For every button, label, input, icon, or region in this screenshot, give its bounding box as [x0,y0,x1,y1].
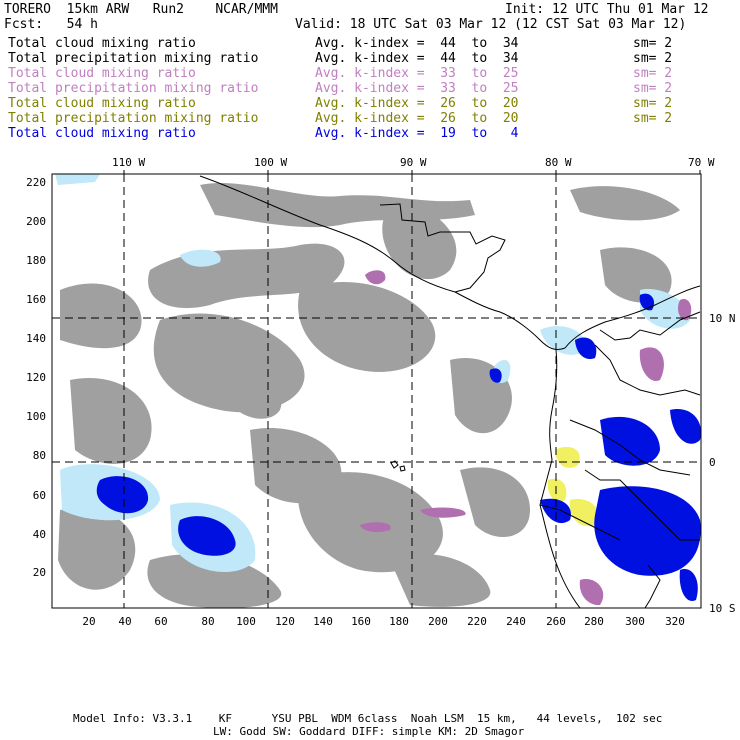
lat-lon-grid [52,174,701,608]
legend-kindex: Avg. k-index = 26 to 20 [315,96,519,111]
coastlines [199,175,701,608]
legend-smoothing: sm= 2 [633,96,673,111]
x-tick-label: 20 [82,615,95,628]
x-tick-label: 320 [665,615,685,628]
lon-label: 80 W [545,156,572,169]
x-tick-label: 260 [546,615,566,628]
y-tick-label: 200 [26,215,46,228]
x-tick-label: 120 [275,615,295,628]
lon-label: 90 W [400,156,427,169]
legend-kindex: Avg. k-index = 26 to 20 [315,111,519,126]
x-tick-label: 280 [584,615,604,628]
blue-cloud [96,293,701,601]
gray-cloud-cover [58,182,680,608]
legend-kindex: Avg. k-index = 33 to 25 [315,66,519,81]
init-time: Init: 12 UTC Thu 01 Mar 12 [505,2,709,17]
y-tick-label: 140 [26,332,46,345]
cloud-field-layer [55,174,701,608]
lat-label: 10 S [709,602,736,615]
y-tick-label: 20 [33,566,46,579]
legend-field: Total precipitation mixing ratio [8,111,259,126]
lon-label: 70 W [688,156,715,169]
y-tick-label: 60 [33,489,46,502]
x-tick-label: 140 [313,615,333,628]
legend-field: Total cloud mixing ratio [8,36,196,51]
legend-field: Total cloud mixing ratio [8,96,196,111]
x-tick-label: 240 [506,615,526,628]
longitude-labels: 110 W 100 W 90 W 80 W 70 W [112,156,715,169]
legend-smoothing: sm= 2 [633,36,673,51]
model-run-title: TORERO 15km ARW Run2 NCAR/MMM [4,2,278,17]
x-tick-label: 220 [467,615,487,628]
lon-label: 100 W [254,156,287,169]
x-index-axis: 20 40 60 80 100 120 140 160 180 200 220 … [82,615,685,628]
legend-kindex: Avg. k-index = 33 to 25 [315,81,519,96]
lat-label: 0 [709,456,716,469]
legend-kindex: Avg. k-index = 44 to 34 [315,51,519,66]
legend-field: Total precipitation mixing ratio [8,51,259,66]
legend-smoothing: sm= 2 [633,81,673,96]
physics-info-line: LW: Godd SW: Goddard DIFF: simple KM: 2D… [213,725,525,738]
x-tick-label: 180 [389,615,409,628]
y-tick-label: 100 [26,410,46,423]
legend-smoothing: sm= 2 [633,66,673,81]
y-tick-label: 40 [33,528,46,541]
y-tick-label: 160 [26,293,46,306]
legend-field: Total cloud mixing ratio [8,66,196,81]
y-tick-label: 80 [33,449,46,462]
x-tick-label: 60 [154,615,167,628]
legend-field: Total cloud mixing ratio [8,126,196,141]
latitude-labels: 10 N 0 10 S [709,312,736,615]
valid-time: Valid: 18 UTC Sat 03 Mar 12 (12 CST Sat … [295,17,687,32]
x-tick-label: 100 [236,615,256,628]
x-tick-label: 200 [428,615,448,628]
x-tick-label: 40 [118,615,131,628]
model-info-line: Model Info: V3.3.1 KF YSU PBL WDM 6class… [73,712,663,725]
x-tick-label: 300 [625,615,645,628]
legend-smoothing: sm= 2 [633,51,673,66]
lon-ticks [123,170,701,174]
map-frame [51,173,702,609]
x-tick-label: 160 [351,615,371,628]
y-index-axis: 20 40 60 80 100 120 140 160 180 200 220 [26,176,46,579]
legend-smoothing: sm= 2 [633,111,673,126]
legend-kindex: Avg. k-index = 19 to 4 [315,126,519,141]
y-tick-label: 120 [26,371,46,384]
lat-label: 10 N [709,312,736,325]
x-tick-label: 80 [201,615,214,628]
legend-kindex: Avg. k-index = 44 to 34 [315,36,519,51]
legend-field: Total precipitation mixing ratio [8,81,259,96]
y-tick-label: 220 [26,176,46,189]
y-tick-label: 180 [26,254,46,267]
forecast-hour: Fcst: 54 h [4,17,98,32]
lon-label: 110 W [112,156,145,169]
